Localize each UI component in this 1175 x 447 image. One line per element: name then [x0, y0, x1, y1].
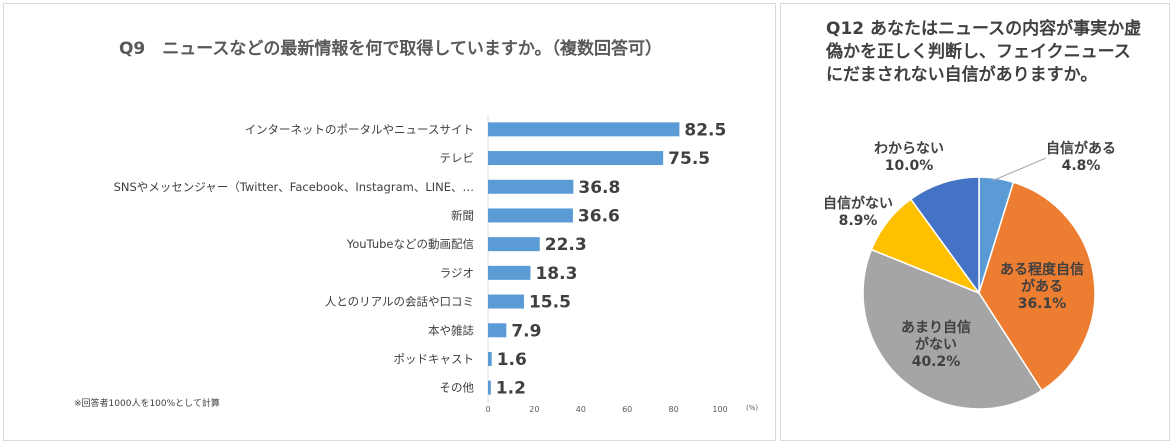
- q12-slice-label: あまり自信: [901, 319, 971, 336]
- q9-value-label: 82.5: [684, 120, 726, 140]
- q9-bar: [488, 380, 491, 395]
- q9-category-label: ポッドキャスト: [394, 352, 475, 366]
- q9-x-tick-label: 0: [485, 405, 490, 414]
- q12-slice-label: 10.0%: [885, 158, 934, 174]
- q12-title: Q12 あなたはニュースの内容が事実か虚偽かを正しく判断し、フェイクニュースにだ…: [826, 19, 1142, 85]
- q12-slice-label: わからない: [874, 141, 944, 157]
- q9-x-tick-label: 80: [669, 405, 679, 414]
- q9-title: Q9 ニュースなどの最新情報を何で取得していますか。（複数回答可）: [118, 39, 663, 59]
- q9-x-tick-label: 60: [622, 405, 632, 414]
- q9-x-tick-label: 100: [712, 405, 727, 414]
- q12-slice-label: ある程度自信: [1000, 261, 1084, 278]
- q9-bar: [488, 208, 573, 223]
- q9-footnote: ※回答者1000人を100%として計算: [74, 399, 220, 409]
- q9-bar-chart: インターネットのポータルやニュースサイト 82.5 テレビ 75.5 SNSやメッセンジ…: [114, 115, 758, 414]
- q9-category-label: 本や雑誌: [428, 323, 474, 337]
- q9-value-label: 75.5: [668, 149, 710, 169]
- q9-x-tick-label: 40: [576, 405, 586, 414]
- q9-category-label: テレビ: [440, 151, 475, 165]
- q9-category-label: その他: [440, 381, 475, 395]
- q9-category-label: 人とのリアルの会話や口コミ: [325, 295, 474, 309]
- q9-bar: [488, 237, 540, 252]
- q9-chart-panel: Q9 ニュースなどの最新情報を何で取得していますか。（複数回答可） インターネッ…: [3, 3, 776, 441]
- q9-category-label: ラジオ: [440, 266, 474, 280]
- q12-slice-label: がない: [915, 336, 957, 353]
- q12-pie-slice: [978, 181, 1096, 392]
- q12-pie-slice: [862, 248, 1043, 410]
- q9-bar: [488, 351, 492, 366]
- q9-value-label: 36.6: [578, 206, 620, 226]
- q12-slice-label: 自信がない: [823, 195, 893, 212]
- q12-leader-line: [991, 157, 1047, 182]
- q12-slice-label: 4.8%: [1062, 158, 1101, 174]
- q9-category-label: SNSやメッセンジャー（Twitter、Facebook、Instagram、L…: [114, 180, 474, 194]
- q12-slice-label: 36.1%: [1018, 296, 1067, 312]
- q9-bar: [488, 294, 524, 309]
- q9-category-label: 新聞: [451, 208, 474, 222]
- q9-bar: [488, 122, 680, 137]
- q12-slice-label: 8.9%: [839, 213, 878, 229]
- q9-value-label: 1.2: [496, 379, 526, 399]
- q9-x-tick-label: 20: [529, 405, 539, 414]
- q9-bar: [488, 179, 574, 194]
- q12-chart-panel: Q12 あなたはニュースの内容が事実か虚偽かを正しく判断し、フェイクニュースにだ…: [780, 3, 1170, 441]
- q9-bar: [488, 323, 507, 338]
- q12-slice-label: 40.2%: [912, 354, 961, 370]
- q9-bar: [488, 265, 531, 280]
- q9-category-label: YouTubeなどの動画配信: [346, 237, 474, 251]
- q9-value-label: 18.3: [535, 264, 577, 284]
- q12-slice-label: 自信がある: [1046, 140, 1116, 157]
- q9-x-unit-label: (%): [746, 404, 758, 412]
- q9-value-label: 1.6: [497, 350, 527, 370]
- q9-value-label: 22.3: [545, 235, 587, 255]
- q9-bar: [488, 151, 664, 166]
- q9-value-label: 7.9: [511, 321, 541, 341]
- q12-pie-slice: [909, 176, 980, 296]
- q9-value-label: 15.5: [529, 293, 571, 313]
- q12-slice-label: がある: [1021, 278, 1063, 295]
- q9-value-label: 36.8: [578, 178, 620, 198]
- q9-category-label: インターネットのポータルやニュースサイト: [245, 122, 474, 136]
